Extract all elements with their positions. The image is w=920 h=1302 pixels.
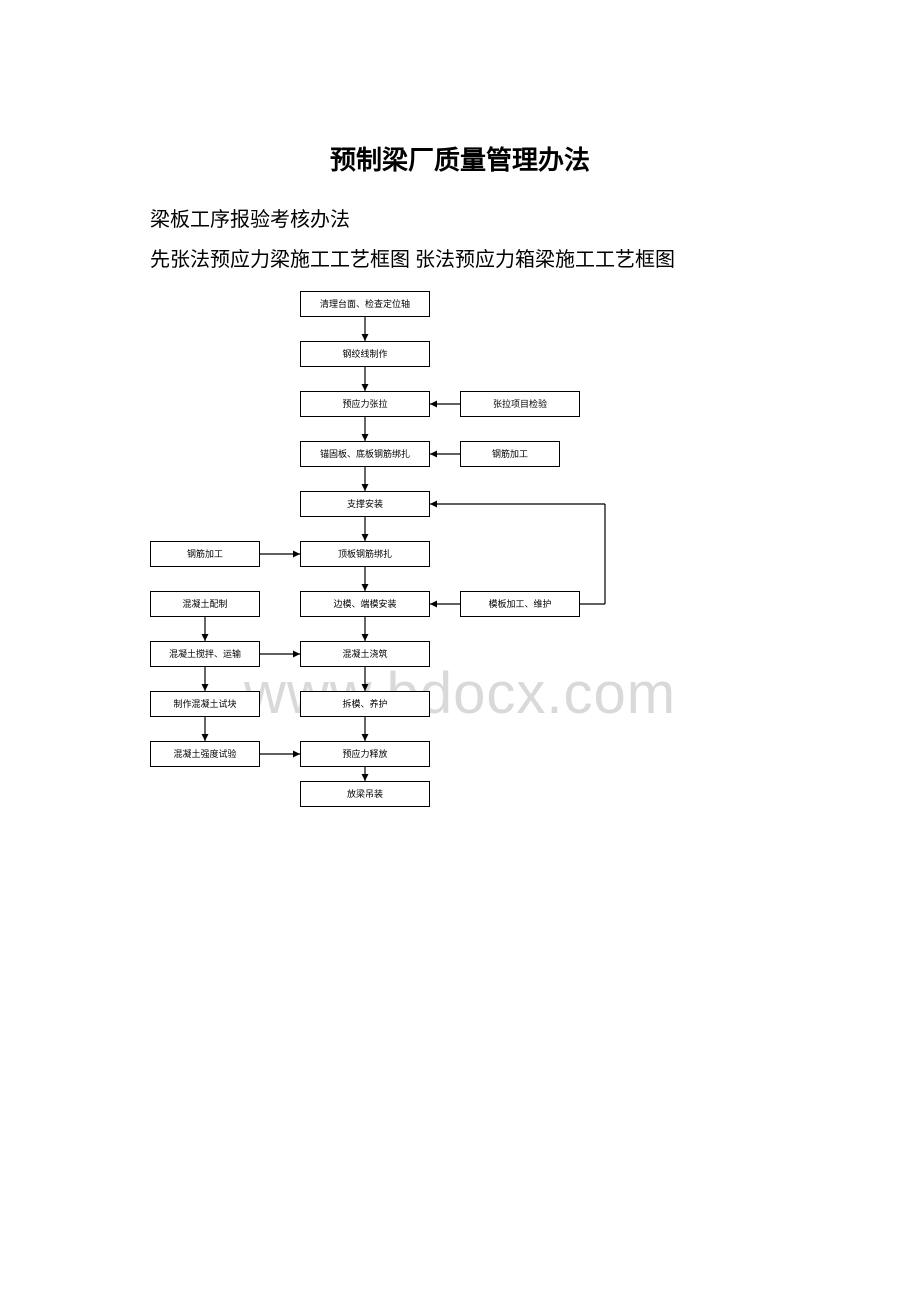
flowchart-node: 边模、端模安装 xyxy=(300,591,430,617)
flowchart-node: 锚固板、底板钢筋绑扎 xyxy=(300,441,430,467)
flowchart-node: 混凝土浇筑 xyxy=(300,641,430,667)
flowchart-node: 拆模、养护 xyxy=(300,691,430,717)
flowchart-node: 预应力张拉 xyxy=(300,391,430,417)
flowchart-node: 制作混凝土试块 xyxy=(150,691,260,717)
flowchart-node: 混凝土搅拌、运输 xyxy=(150,641,260,667)
flowchart-node: 张拉项目检验 xyxy=(460,391,580,417)
flowchart-node: 混凝土强度试验 xyxy=(150,741,260,767)
flowchart-node: 支撑安装 xyxy=(300,491,430,517)
flowchart-node: 钢绞线制作 xyxy=(300,341,430,367)
flowchart-node: 混凝土配制 xyxy=(150,591,260,617)
flowchart-node: 放梁吊装 xyxy=(300,781,430,807)
flowchart-node: 模板加工、维护 xyxy=(460,591,580,617)
flowchart-node: 顶板钢筋绑扎 xyxy=(300,541,430,567)
page-title: 预制梁厂质量管理办法 xyxy=(150,140,770,177)
flowchart-node: 预应力释放 xyxy=(300,741,430,767)
flowchart-node: 钢筋加工 xyxy=(150,541,260,567)
flowchart-node: 清理台面、检查定位轴 xyxy=(300,291,430,317)
flowchart-diagram: 清理台面、检查定位轴钢绞线制作预应力张拉张拉项目检验锚固板、底板钢筋绑扎钢筋加工… xyxy=(130,291,690,971)
subtitle-1: 梁板工序报验考核办法 xyxy=(150,205,770,235)
flowchart-node: 钢筋加工 xyxy=(460,441,560,467)
subtitle-2: 先张法预应力梁施工工艺框图 张法预应力箱梁施工工艺框图 xyxy=(150,245,770,275)
page-container: 预制梁厂质量管理办法 梁板工序报验考核办法 先张法预应力梁施工工艺框图 张法预应… xyxy=(0,0,920,971)
